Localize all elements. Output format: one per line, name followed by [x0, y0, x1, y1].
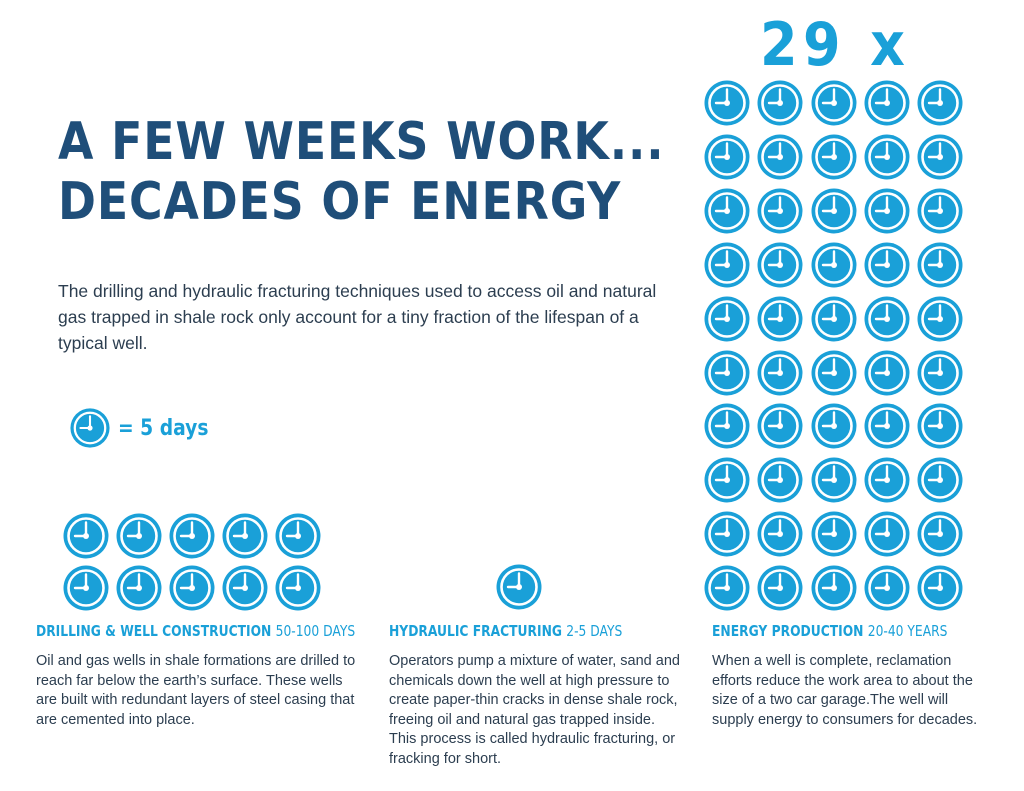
clock-icon: [169, 513, 215, 559]
clock-icon: [704, 350, 750, 396]
clock-icon: [757, 511, 803, 557]
clock-icon: [917, 242, 963, 288]
clock-icon: [917, 188, 963, 234]
section-body: When a well is complete, reclamation eff…: [712, 653, 978, 728]
clock-icon: [704, 134, 750, 180]
section-range: 2-5 DAYS: [566, 622, 623, 640]
clock-icon: [275, 513, 321, 559]
section-heading: ENERGY PRODUCTION 20-40 YEARS: [712, 622, 947, 640]
clock-icon: [275, 565, 321, 611]
clock-icon: [811, 296, 857, 342]
clock-icon: [757, 188, 803, 234]
legend-label: = 5 days: [118, 415, 209, 441]
clock-icon: [496, 564, 542, 610]
clock-icon: [811, 80, 857, 126]
clock-icon: [811, 242, 857, 288]
clock-icon: [757, 403, 803, 449]
section-range: 20-40 YEARS: [867, 622, 948, 640]
clock-icon: [864, 296, 910, 342]
clock-icon: [917, 457, 963, 503]
clock-icon: [757, 350, 803, 396]
clock-icon: [811, 511, 857, 557]
clock-icon: [917, 350, 963, 396]
clock-icon: [757, 296, 803, 342]
clock-icon: [864, 80, 910, 126]
title-line-2: DECADES OF ENERGY: [58, 172, 622, 232]
clock-icon: [704, 80, 750, 126]
clock-icon: [811, 457, 857, 503]
section-heading: DRILLING & WELL CONSTRUCTION 50-100 DAYS: [36, 622, 355, 640]
clock-icon: [704, 457, 750, 503]
section-production: ENERGY PRODUCTION 20-40 YEARS When a wel…: [712, 622, 992, 730]
clock-icon: [704, 242, 750, 288]
section-title: DRILLING & WELL CONSTRUCTION: [36, 622, 272, 640]
clock-icon: [917, 134, 963, 180]
clock-icon: [864, 457, 910, 503]
legend: = 5 days: [70, 408, 224, 448]
section-body: Operators pump a mixture of water, sand …: [389, 653, 680, 767]
section-fracturing: HYDRAULIC FRACTURING 2-5 DAYS Operators …: [389, 622, 684, 769]
multiplier-label: 29 x: [760, 10, 911, 80]
clock-icon: [864, 242, 910, 288]
clock-icon: [169, 565, 215, 611]
clock-icon: [917, 296, 963, 342]
clock-icon: [811, 134, 857, 180]
clock-icon: [811, 565, 857, 611]
clock-icon: [864, 565, 910, 611]
clock-icon: [917, 565, 963, 611]
intro-paragraph: The drilling and hydraulic fracturing te…: [58, 281, 657, 353]
section-title: ENERGY PRODUCTION: [712, 622, 864, 640]
clock-icon: [757, 242, 803, 288]
clock-icon: [864, 350, 910, 396]
section-drilling: DRILLING & WELL CONSTRUCTION 50-100 DAYS…: [36, 622, 366, 730]
clock-icon: [704, 296, 750, 342]
clock-icon: [704, 403, 750, 449]
clock-icon: [704, 511, 750, 557]
clock-icon: [811, 403, 857, 449]
clock-icon: [864, 511, 910, 557]
clock-icon: [222, 565, 268, 611]
clock-icon: [757, 457, 803, 503]
section-range: 50-100 DAYS: [275, 622, 356, 640]
clock-icon: [917, 80, 963, 126]
clock-icon: [116, 513, 162, 559]
clock-icon: [222, 513, 268, 559]
clock-icon: [757, 134, 803, 180]
clock-icon: [864, 134, 910, 180]
clock-icon: [811, 188, 857, 234]
clock-icon: [811, 350, 857, 396]
clock-icon: [917, 403, 963, 449]
clock-icon: [63, 565, 109, 611]
clock-icon: [63, 513, 109, 559]
clock-icon: [917, 511, 963, 557]
clock-icon: [757, 565, 803, 611]
clock-icon: [864, 188, 910, 234]
clock-icon: [704, 565, 750, 611]
clock-icon: [116, 565, 162, 611]
clock-icon: [704, 188, 750, 234]
clock-icon: [864, 403, 910, 449]
section-heading: HYDRAULIC FRACTURING 2-5 DAYS: [389, 622, 631, 640]
section-title: HYDRAULIC FRACTURING: [389, 622, 562, 640]
clock-icon: [70, 408, 110, 448]
title-line-1: A FEW WEEKS WORK...: [58, 112, 665, 172]
section-body: Oil and gas wells in shale formations ar…: [36, 653, 356, 728]
clock-icon: [757, 80, 803, 126]
page-title: A FEW WEEKS WORK... DECADES OF ENERGY: [58, 112, 665, 232]
